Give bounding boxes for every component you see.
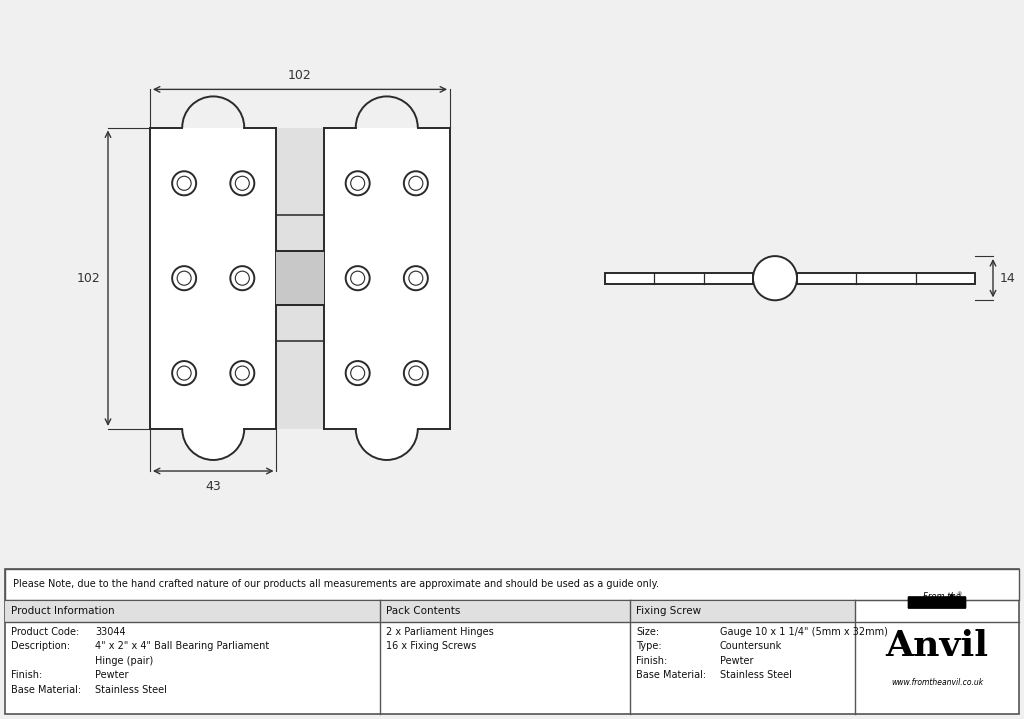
Text: 43: 43 — [206, 480, 221, 493]
Circle shape — [236, 366, 249, 380]
Text: Product Code:: Product Code: — [11, 627, 79, 636]
Circle shape — [230, 266, 254, 290]
Bar — [605, 273, 753, 284]
Wedge shape — [182, 96, 245, 127]
Text: ®: ® — [956, 592, 962, 597]
Circle shape — [177, 366, 191, 380]
Bar — [5, 600, 380, 622]
Text: Stainless Steel: Stainless Steel — [720, 670, 792, 680]
FancyBboxPatch shape — [908, 597, 966, 608]
Text: Hinge (pair): Hinge (pair) — [95, 656, 154, 666]
Text: Size:: Size: — [636, 627, 659, 636]
Text: Product Information: Product Information — [11, 605, 115, 615]
Text: Stainless Steel: Stainless Steel — [95, 685, 167, 695]
Circle shape — [177, 271, 191, 285]
Text: Fixing Screw: Fixing Screw — [636, 605, 701, 615]
Bar — [797, 273, 975, 284]
Circle shape — [350, 176, 365, 191]
Text: 4" x 2" x 4" Ball Bearing Parliament: 4" x 2" x 4" Ball Bearing Parliament — [95, 641, 269, 651]
Circle shape — [350, 366, 365, 380]
Circle shape — [350, 271, 365, 285]
Circle shape — [172, 361, 197, 385]
Circle shape — [230, 171, 254, 196]
Circle shape — [172, 266, 197, 290]
Text: Finish:: Finish: — [11, 670, 42, 680]
Text: Countersunk: Countersunk — [720, 641, 782, 651]
Text: Pack Contents: Pack Contents — [386, 605, 461, 615]
Text: Pewter: Pewter — [95, 670, 128, 680]
Text: Anvil: Anvil — [886, 628, 988, 663]
Bar — [630, 600, 855, 622]
Text: Base Material:: Base Material: — [11, 685, 81, 695]
Circle shape — [409, 366, 423, 380]
Wedge shape — [355, 429, 418, 460]
Text: ◆: ◆ — [949, 594, 954, 600]
Text: Description:: Description: — [11, 641, 70, 651]
Wedge shape — [182, 429, 245, 460]
Text: 33044: 33044 — [95, 627, 126, 636]
Circle shape — [172, 171, 197, 196]
Circle shape — [403, 171, 428, 196]
Text: From the: From the — [923, 592, 961, 600]
Text: 16 x Fixing Screws: 16 x Fixing Screws — [386, 641, 476, 651]
Text: 2 x Parliament Hinges: 2 x Parliament Hinges — [386, 627, 494, 636]
Circle shape — [230, 361, 254, 385]
Text: Gauge 10 x 1 1/4" (5mm x 32mm): Gauge 10 x 1 1/4" (5mm x 32mm) — [720, 627, 888, 636]
Text: Base Material:: Base Material: — [636, 670, 707, 680]
Circle shape — [346, 361, 370, 385]
Circle shape — [346, 171, 370, 196]
Circle shape — [177, 176, 191, 191]
Circle shape — [403, 361, 428, 385]
Bar — [276, 127, 324, 429]
Text: www.fromtheanvil.co.uk: www.fromtheanvil.co.uk — [891, 678, 983, 687]
Circle shape — [403, 266, 428, 290]
Text: Type:: Type: — [636, 641, 662, 651]
Bar — [150, 127, 450, 429]
Circle shape — [753, 256, 797, 301]
Bar — [380, 600, 630, 622]
Text: 102: 102 — [76, 272, 100, 285]
Circle shape — [236, 271, 249, 285]
Circle shape — [236, 176, 249, 191]
Text: Finish:: Finish: — [636, 656, 668, 666]
Text: 102: 102 — [288, 69, 312, 83]
Wedge shape — [355, 96, 418, 127]
Bar — [276, 251, 324, 306]
Circle shape — [409, 271, 423, 285]
Text: 14: 14 — [1000, 272, 1016, 285]
Bar — [5, 569, 1019, 600]
Circle shape — [409, 176, 423, 191]
Text: Pewter: Pewter — [720, 656, 754, 666]
Text: Please Note, due to the hand crafted nature of our products all measurements are: Please Note, due to the hand crafted nat… — [13, 580, 659, 590]
Circle shape — [346, 266, 370, 290]
